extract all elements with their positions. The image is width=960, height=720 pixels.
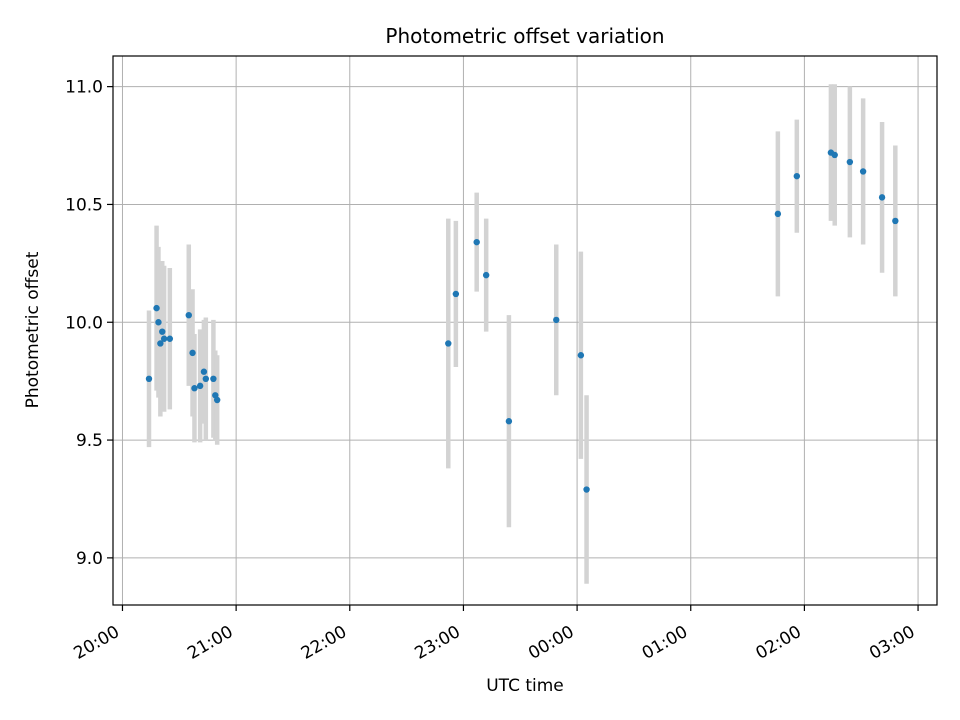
data-point bbox=[878, 194, 886, 201]
data-point bbox=[185, 311, 192, 319]
data-point bbox=[160, 335, 168, 342]
data-point bbox=[505, 418, 513, 425]
y-tick-label: 10.0 bbox=[65, 313, 103, 333]
data-point bbox=[452, 290, 460, 298]
data-point bbox=[831, 151, 838, 159]
point-layer bbox=[145, 149, 899, 493]
data-point bbox=[482, 271, 490, 279]
data-point bbox=[157, 340, 164, 347]
data-point bbox=[892, 217, 899, 225]
data-point bbox=[774, 210, 782, 218]
data-point bbox=[473, 238, 480, 246]
data-point bbox=[793, 172, 801, 180]
y-axis-label: Photometric offset bbox=[23, 251, 43, 408]
data-point bbox=[191, 385, 198, 392]
data-point bbox=[846, 158, 854, 166]
data-point bbox=[583, 486, 590, 493]
data-point bbox=[166, 335, 174, 342]
x-axis-label: UTC time bbox=[486, 676, 564, 696]
grid-layer bbox=[113, 56, 937, 605]
data-point bbox=[153, 304, 160, 312]
chart-title: Photometric offset variation bbox=[385, 24, 664, 48]
data-point bbox=[577, 352, 585, 359]
data-point bbox=[210, 375, 217, 383]
data-point bbox=[196, 382, 204, 390]
data-point bbox=[145, 375, 153, 383]
data-point bbox=[859, 168, 867, 175]
y-tick-label: 9.0 bbox=[76, 549, 103, 569]
y-tick-label: 9.5 bbox=[76, 431, 103, 451]
y-tick-label: 11.0 bbox=[65, 78, 103, 98]
data-point bbox=[445, 340, 452, 347]
data-point bbox=[155, 319, 162, 326]
plot-frame bbox=[112, 55, 938, 606]
data-point bbox=[553, 316, 560, 324]
data-point bbox=[189, 349, 196, 357]
data-point bbox=[200, 368, 208, 375]
data-point bbox=[159, 328, 166, 335]
y-tick-label: 10.5 bbox=[65, 195, 103, 215]
data-point bbox=[202, 375, 210, 383]
data-point bbox=[213, 396, 221, 404]
